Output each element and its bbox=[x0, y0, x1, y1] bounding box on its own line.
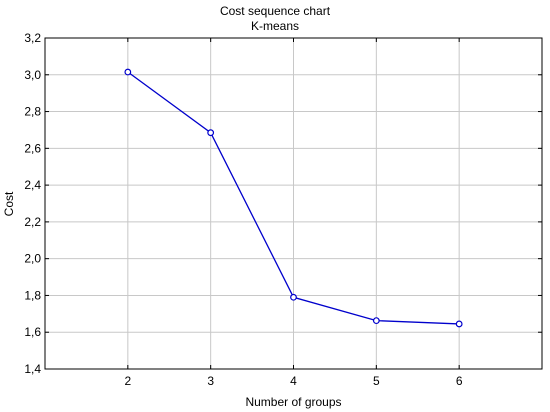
data-point-marker bbox=[290, 293, 297, 301]
y-tick-label: 2,4 bbox=[24, 178, 41, 192]
y-tick-label: 1,6 bbox=[24, 325, 41, 339]
data-point-marker bbox=[372, 317, 380, 325]
x-tick-label: 4 bbox=[290, 374, 297, 388]
series-layer bbox=[124, 68, 463, 328]
x-tick-label: 2 bbox=[124, 374, 131, 388]
chart-subtitle: K-means bbox=[251, 19, 299, 33]
y-tick-label: 2,2 bbox=[24, 215, 41, 229]
y-tick-label: 3,2 bbox=[24, 31, 41, 45]
data-point-marker bbox=[455, 320, 463, 328]
y-tick-label: 1,8 bbox=[24, 288, 41, 302]
axis-ticks: 1,4 1,6 1,8 2,0 2,2 2,4 2,6 2,8 3,0 3,2 2 3 4 5 6 bbox=[24, 31, 542, 388]
data-point-marker bbox=[124, 68, 132, 76]
y-tick-label: 2,0 bbox=[24, 252, 41, 266]
y-tick-label: 2,6 bbox=[24, 141, 41, 155]
x-tick-label: 6 bbox=[456, 374, 463, 388]
y-tick-label: 1,4 bbox=[24, 362, 41, 376]
chart-title: Cost sequence chart bbox=[220, 4, 331, 18]
y-axis-label: Cost bbox=[2, 191, 16, 216]
x-axis-label: Number of groups bbox=[245, 395, 341, 409]
y-tick-label: 2,8 bbox=[24, 105, 41, 119]
x-tick-label: 5 bbox=[373, 374, 380, 388]
x-tick-label: 3 bbox=[207, 374, 214, 388]
data-point-marker bbox=[207, 129, 215, 137]
grid-lines bbox=[45, 38, 542, 369]
y-tick-label: 3,0 bbox=[24, 68, 41, 82]
